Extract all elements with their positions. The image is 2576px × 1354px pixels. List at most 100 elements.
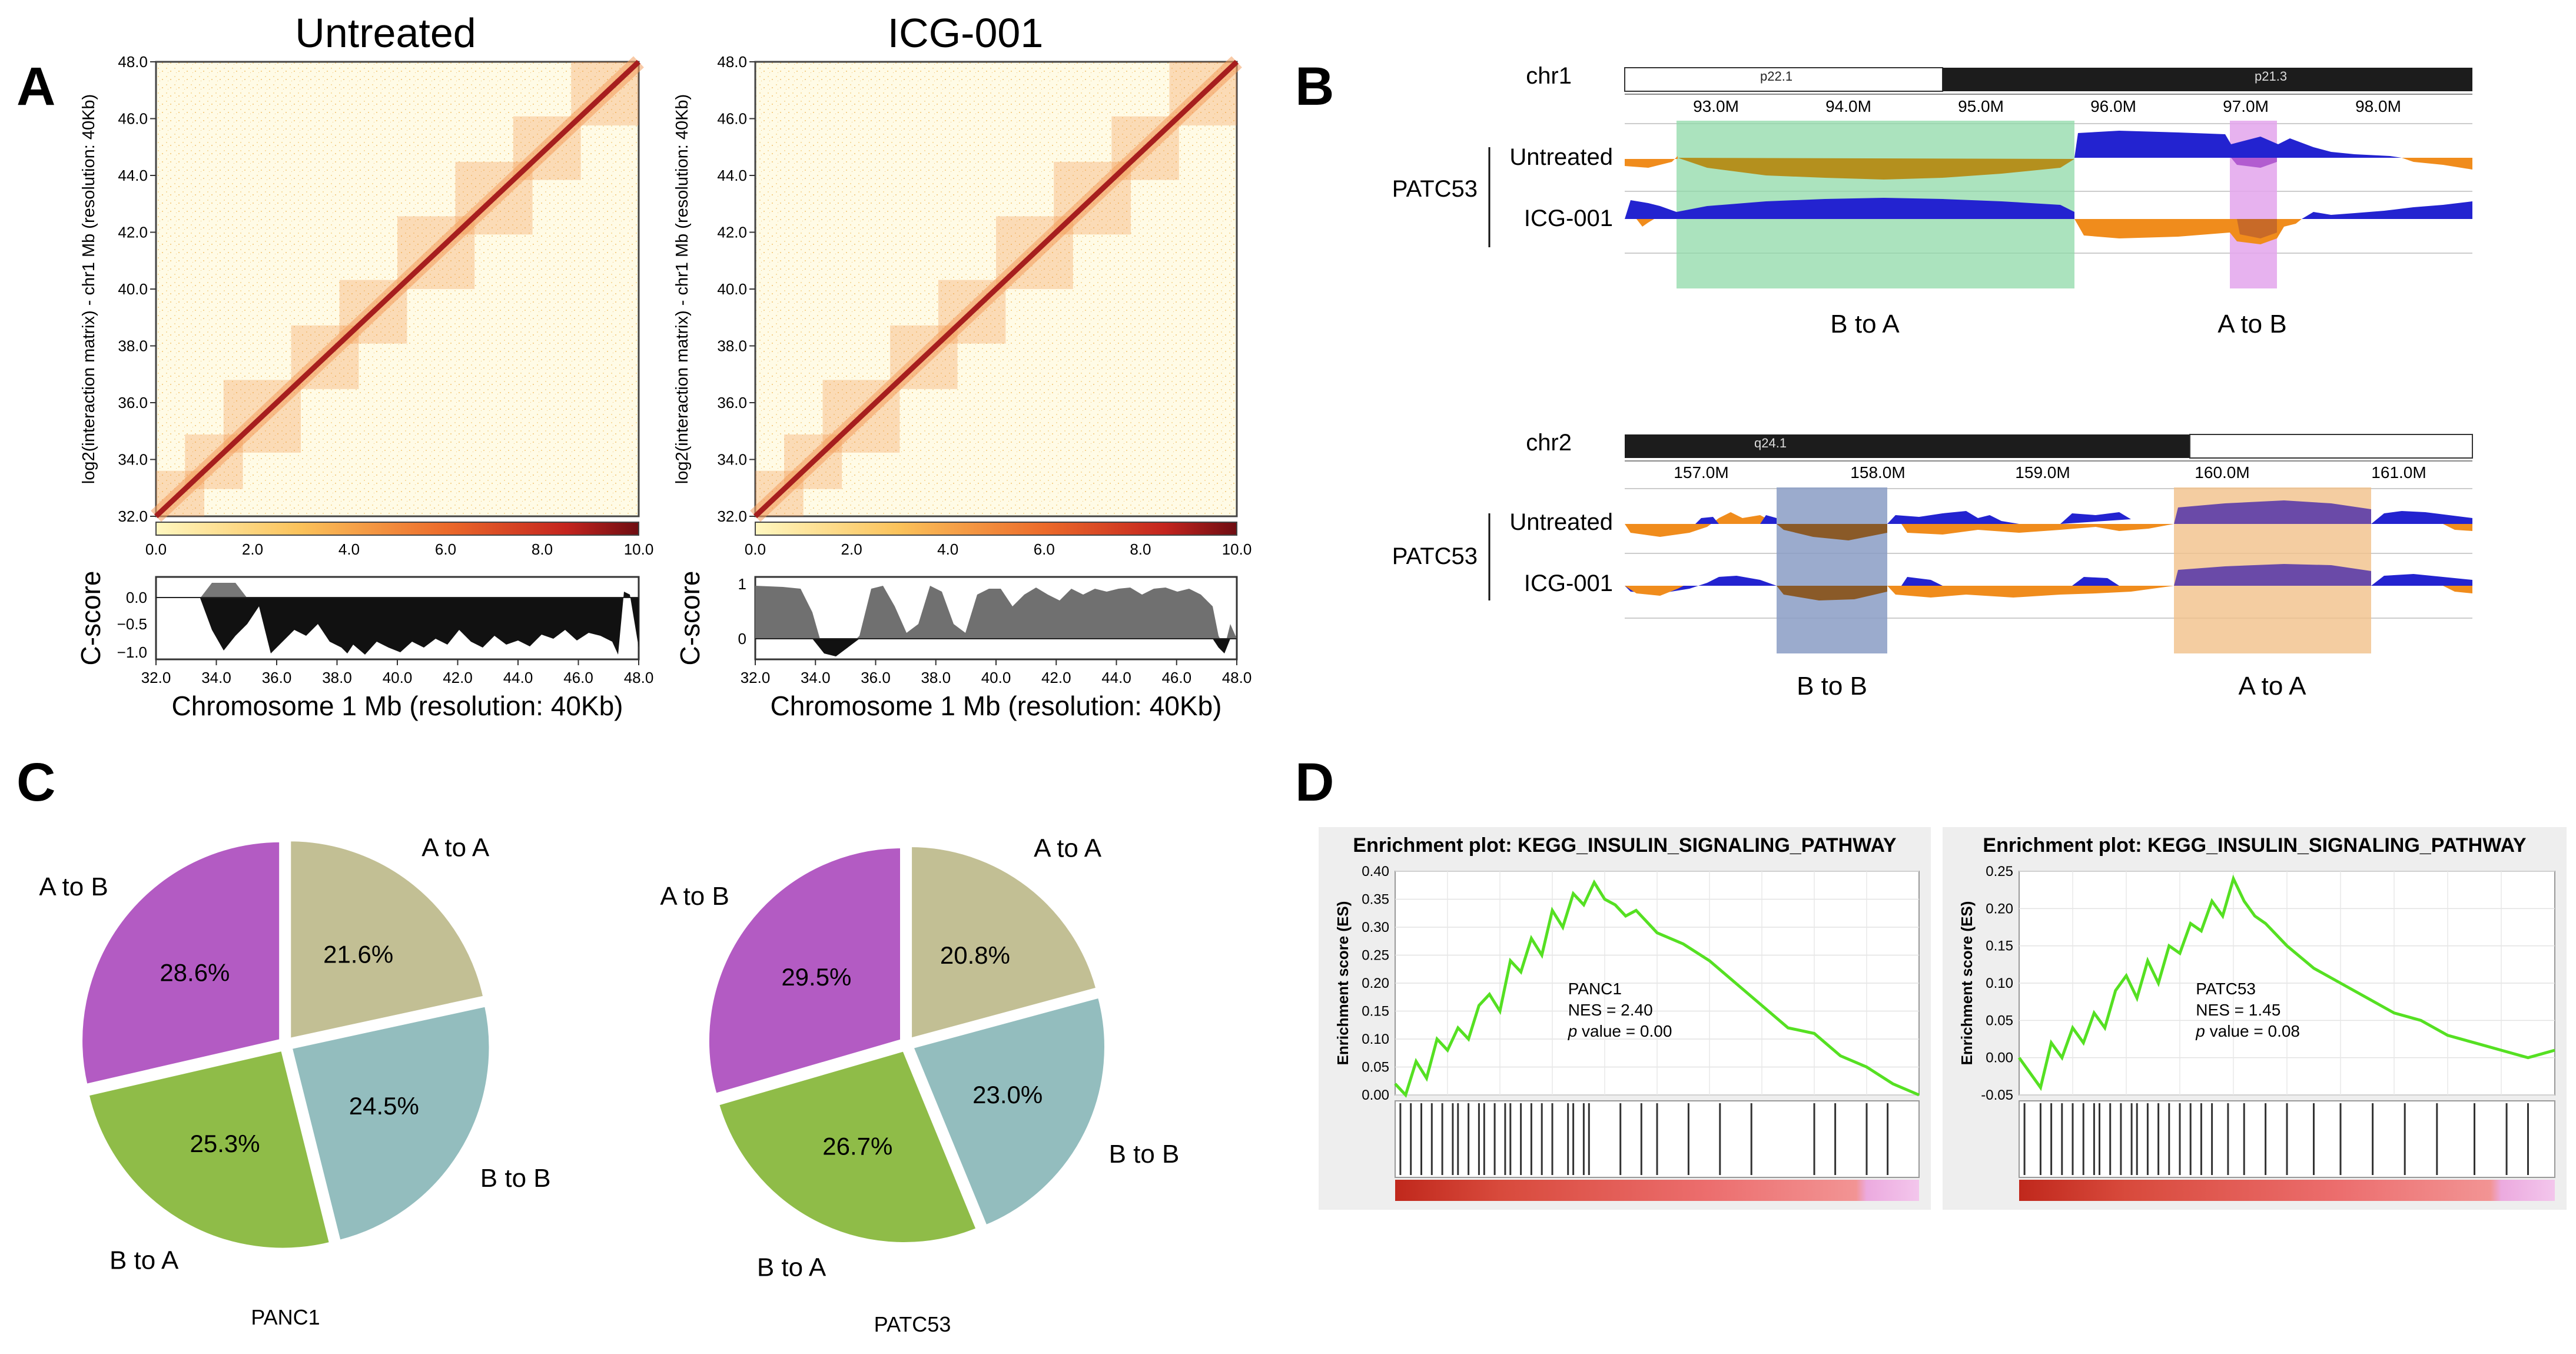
chr2-untreated-track — [1625, 500, 2472, 540]
hic-ytick-label: 42.0 — [118, 224, 148, 241]
pie-value-label: 28.6% — [160, 958, 230, 986]
colorbar-untreated — [155, 522, 639, 536]
pie-slice — [288, 1003, 493, 1244]
hic-title-icg001: ICG-001 — [888, 10, 1044, 56]
hic-ytick-label: 46.0 — [717, 110, 747, 128]
pie-value-label: 24.5% — [349, 1092, 419, 1120]
cscore-xtick-label: 32.0 — [741, 669, 771, 686]
gsea-ytick-label: 0.20 — [1362, 975, 1389, 991]
pie-category-label: A to B — [39, 872, 108, 901]
hic-ytick-label: 36.0 — [118, 394, 148, 411]
chr2-label: chr2 — [1526, 430, 1572, 456]
colorbar-tick-label: 6.0 — [435, 540, 456, 558]
pie-slice — [715, 1047, 980, 1246]
cscore-xtick-label: 38.0 — [322, 669, 352, 686]
gsea-ytick-label: 0.30 — [1362, 920, 1389, 935]
gsea-annot-name: PANC1 — [1568, 980, 1622, 998]
pie-title-panc1: PANC1 — [251, 1305, 320, 1329]
gsea-ytick-label: 0.40 — [1362, 864, 1389, 880]
gsea-ytick-label: 0.25 — [1986, 864, 2013, 880]
gsea-annot-pvalue: p value = 0.00 — [1568, 1022, 1672, 1040]
hic-map-icg001 — [750, 56, 1242, 522]
chr1-track-label-untreated: Untreated — [1509, 144, 1613, 170]
gsea-ytick-label: 0.20 — [1986, 901, 2013, 917]
gsea-ylabel: Enrichment score (ES) — [1334, 901, 1352, 1066]
chr2-ideogram: q24.1 — [1625, 434, 2473, 459]
cscore-xtick-label: 44.0 — [1101, 669, 1131, 686]
hic-map-untreated — [151, 56, 644, 522]
chr2-label-b-to-b: B to B — [1797, 672, 1867, 701]
chr1-label: chr1 — [1526, 63, 1572, 89]
colorbar-tick-label: 10.0 — [624, 540, 654, 558]
hic-ytick-label: 42.0 — [717, 224, 747, 241]
pie-value-label: 25.3% — [190, 1130, 260, 1157]
gsea-ytick-label: 0.00 — [1986, 1050, 2013, 1066]
svg-text:158.0M: 158.0M — [1850, 463, 1905, 482]
chr2-label-a-to-a: A to A — [2239, 672, 2307, 701]
colorbar-tick-label: 2.0 — [242, 540, 263, 558]
pie-category-label: B to A — [109, 1246, 179, 1275]
pie-value-label: 21.6% — [323, 941, 393, 968]
cscore-xtick-label: 48.0 — [624, 669, 654, 686]
colorbar-tick-label: 0.0 — [745, 540, 766, 558]
xlabel-untreated: Chromosome 1 Mb (resolution: 40Kb) — [172, 691, 623, 721]
chr1-untreated-track — [1625, 131, 2472, 180]
gsea-rank-bar — [1395, 1180, 1919, 1201]
pie-category-label: B to B — [1109, 1140, 1180, 1169]
colorbar-tick-label: 10.0 — [1222, 540, 1252, 558]
hic-ytick-label: 38.0 — [717, 337, 747, 355]
pie-slice — [79, 838, 283, 1088]
chr1-track-label-icg001: ICG-001 — [1524, 205, 1613, 231]
panel-a: Untreated log2(interaction matrix) - chr… — [75, 10, 1252, 721]
gsea-annot-nes: NES = 2.40 — [1568, 1001, 1653, 1019]
gsea-ytick-label: -0.05 — [1981, 1087, 2013, 1103]
chr2-group-label: PATC53 — [1392, 543, 1478, 569]
panel-c: 21.6% A to A 24.5% B to B 25.3% B to A 28.6% A … — [39, 833, 1179, 1336]
chr2-track-label-icg001: ICG-001 — [1524, 570, 1613, 596]
panel-b: chr1 p22.1 p21.3 93.0M 94.0M 95.0M 96.0M… — [1392, 63, 2473, 701]
pie-slice — [287, 838, 487, 1042]
hic-ytick-label: 40.0 — [717, 280, 747, 298]
cscore-xtick-label: 32.0 — [141, 669, 171, 686]
chr2-track-label-untreated: Untreated — [1509, 509, 1613, 535]
pie-category-label: A to A — [1034, 834, 1102, 863]
chr1-ideogram: p22.1 p21.3 — [1624, 67, 2472, 92]
chr1-band-p21: p21.3 — [2255, 69, 2287, 84]
gsea-ytick-label: 0.10 — [1362, 1031, 1389, 1047]
chr1-label-a-to-b: A to B — [2218, 310, 2286, 338]
hic-ylabel-icg001: log2(interaction matrix) - chr1 Mb (reso… — [673, 94, 692, 484]
hic-diagonal — [154, 59, 641, 519]
colorbar-icg001 — [755, 522, 1237, 536]
pie-slice — [908, 844, 1100, 1042]
hic-ylabel-untreated: log2(interaction matrix) - chr1 Mb (reso… — [79, 94, 98, 484]
hic-ytick-label: 36.0 — [717, 394, 747, 411]
chr1-tick-labels: 93.0M 94.0M 95.0M 96.0M 97.0M 98.0M — [1693, 97, 2401, 115]
chr2-highlight-b-to-b — [1777, 487, 1887, 653]
hic-ytick-label: 40.0 — [118, 280, 148, 298]
cscore-xtick-label: 34.0 — [201, 669, 231, 686]
pie-slice — [85, 1047, 333, 1252]
chr2-tick-labels: 157.0M 158.0M 159.0M 160.0M 161.0M — [1674, 463, 2426, 482]
hic-title-untreated: Untreated — [295, 10, 476, 56]
svg-text:97.0M: 97.0M — [2223, 97, 2269, 115]
cscore-ytick-label: 0.0 — [126, 589, 147, 606]
colorbar-tick-label: 4.0 — [937, 540, 958, 558]
pie-value-label: 23.0% — [972, 1081, 1043, 1109]
svg-text:160.0M: 160.0M — [2195, 463, 2249, 482]
svg-text:94.0M: 94.0M — [1825, 97, 1871, 115]
chr1-label-b-to-a: B to A — [1830, 310, 1900, 338]
chr2-icg001-track — [1625, 564, 2472, 600]
cscore-xtick-label: 40.0 — [981, 669, 1011, 686]
colorbar-tick-label: 2.0 — [841, 540, 862, 558]
xlabel-icg001: Chromosome 1 Mb (resolution: 40Kb) — [771, 691, 1222, 721]
cscore-track-icg001 — [754, 576, 1238, 661]
hic-ytick-label: 44.0 — [118, 167, 148, 184]
hic-ytick-label: 38.0 — [118, 337, 148, 355]
cscore-xtick-label: 46.0 — [1161, 669, 1191, 686]
gsea-ytick-label: 0.35 — [1362, 892, 1389, 908]
colorbar-tick-label: 8.0 — [1130, 540, 1151, 558]
svg-text:95.0M: 95.0M — [1958, 97, 2004, 115]
cscore-ytick-label: −0.5 — [117, 615, 147, 633]
svg-text:159.0M: 159.0M — [2015, 463, 2070, 482]
cscore-ylabel-icg001: C-score — [675, 570, 705, 665]
